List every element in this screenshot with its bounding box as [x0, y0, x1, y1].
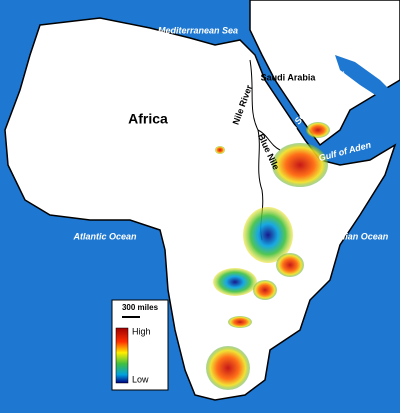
suitability-patches — [206, 122, 330, 390]
blue-nile — [257, 129, 281, 151]
sea-label: Mediterranean Sea — [158, 25, 238, 35]
arabia-land — [249, 0, 400, 147]
sea-label: Indian Ocean — [332, 231, 389, 241]
scale-label: 300 miles — [122, 303, 159, 312]
legend-high: High — [132, 326, 151, 336]
color-ramp — [115, 327, 129, 384]
continent-label: Africa — [128, 111, 168, 127]
sea-label: Atlantic Ocean — [72, 231, 137, 241]
persian-gulf-water — [335, 55, 395, 98]
legend-low: Low — [132, 374, 149, 384]
africa-land — [4, 17, 397, 401]
country-label: Saudi Arabia — [261, 72, 317, 82]
legend: 300 miles High Low — [111, 299, 169, 391]
